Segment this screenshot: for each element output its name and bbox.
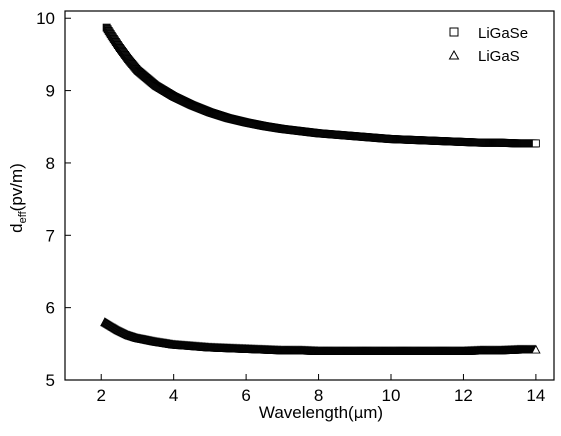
x-axis-title-post: m) (363, 403, 383, 422)
plot-frame (64, 10, 555, 381)
y-axis-title-post: (pv/m) (7, 163, 26, 211)
y-tick-label: 6 (46, 299, 55, 318)
y-tick-label: 9 (46, 82, 55, 101)
y-axis-title-base: d (7, 223, 26, 232)
x-axis-title-mu: μ (354, 404, 364, 422)
x-axis-title-pre: Wavelength( (259, 403, 354, 422)
y-tick-label: 5 (46, 371, 55, 390)
x-tick-label: 4 (169, 386, 178, 405)
data-point (531, 344, 541, 354)
y-axis-title: deff(pv/m) (7, 163, 29, 233)
x-tick-label: 8 (314, 386, 323, 405)
y-tick-label: 8 (46, 154, 55, 173)
y-axis-title-subscript: eff (17, 210, 29, 223)
x-tick-label: 6 (241, 386, 250, 405)
legend-marker-ligase (449, 27, 459, 37)
legend: LiGaSe LiGaS (448, 25, 528, 65)
y-tick-label: 7 (46, 226, 55, 245)
x-axis: 2 4 6 8 10 12 14 (96, 374, 545, 405)
series-ligas (100, 317, 541, 356)
x-tick-label: 12 (454, 386, 473, 405)
legend-label-ligas: LiGaS (478, 48, 520, 65)
y-tick-label: 10 (36, 9, 55, 28)
x-tick-label: 14 (526, 386, 545, 405)
x-tick-label: 2 (96, 386, 105, 405)
x-axis-title: Wavelength(μm) (259, 403, 383, 422)
plot-markers (100, 23, 541, 356)
y-axis: 5 6 7 8 9 10 (36, 9, 71, 390)
data-point (531, 139, 540, 148)
legend-label-ligase: LiGaSe (478, 25, 528, 42)
series-ligase (102, 23, 540, 148)
legend-marker-ligas (448, 49, 460, 60)
x-tick-label: 10 (382, 386, 401, 405)
